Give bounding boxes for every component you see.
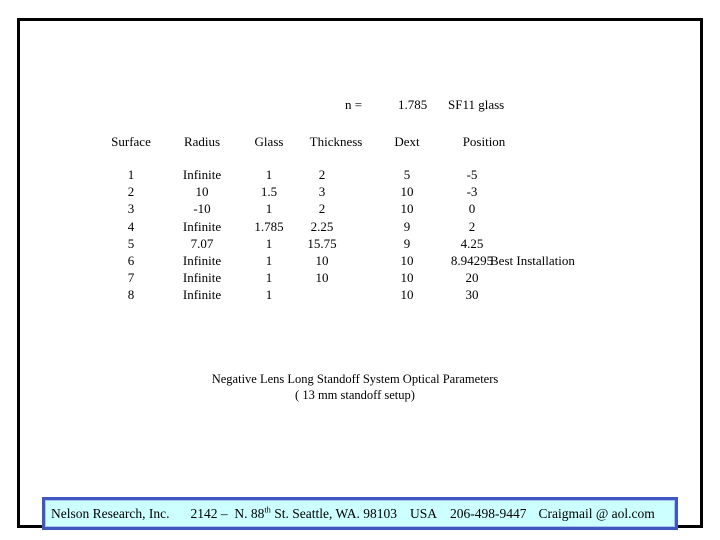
table-row: 2 10 1.5 3 10 -3	[95, 183, 525, 200]
cell-radius: 7.07	[190, 235, 214, 251]
cell-surface: 8	[127, 287, 135, 303]
caption-line2: ( 13 mm standoff setup)	[295, 388, 415, 402]
cell-dext: 5	[403, 167, 411, 182]
cell-glass: 1	[265, 235, 273, 251]
best-installation-note: Best Installation	[490, 253, 575, 268]
col-header-surface: Surface	[111, 134, 151, 149]
cell-thickness: 2	[318, 167, 326, 182]
cell-glass: 1	[265, 252, 273, 268]
company-name: Nelson Research, Inc.	[51, 505, 170, 521]
cell-radius: Infinite	[182, 252, 222, 268]
country-label: USA	[409, 505, 437, 521]
cell-dext: 10	[400, 287, 414, 303]
cell-radius: Infinite	[182, 218, 222, 234]
table-body: 1 Infinite 1 2 5 -5 2 10 1.5 3 10 -3 3 -…	[95, 166, 575, 304]
col-header-thickness: Thickness	[309, 134, 363, 149]
cell-position: -3	[466, 184, 478, 200]
cell-glass: 1	[265, 201, 273, 217]
n-value: 1.785	[398, 97, 428, 112]
email-address: Craigmail @ aol.com	[538, 505, 655, 521]
table-row: 5 7.07 1 15.75 9 4.25	[95, 235, 525, 252]
col-header-position: Position	[462, 134, 506, 149]
cell-surface: 6	[127, 252, 135, 268]
cell-radius: Infinite	[182, 287, 222, 303]
cell-surface: 3	[127, 201, 135, 217]
table-row: 7 Infinite 1 10 10 20	[95, 269, 525, 286]
optical-parameters-table: Surface Radius Glass Thickness Dext Posi…	[95, 133, 575, 304]
cell-position: 20	[465, 270, 479, 286]
cell-thickness: 10	[315, 252, 329, 268]
cell-glass: 1	[265, 270, 273, 286]
table-row: 1 Infinite 1 2 5 -5	[95, 166, 525, 183]
cell-dext: 10	[400, 252, 414, 268]
cell-position: 30	[465, 287, 479, 303]
cell-surface: 7	[127, 270, 135, 286]
address-city: St. Seattle, WA. 98103	[270, 505, 397, 521]
table-header-row: Surface Radius Glass Thickness Dext Posi…	[95, 133, 525, 150]
col-header-dext: Dext	[394, 134, 420, 149]
footer-bar: Nelson Research, Inc. 2142 – N. 88th St.…	[42, 497, 678, 530]
cell-thickness: 15.75	[307, 235, 337, 251]
glass-type-label: SF11 glass	[448, 97, 505, 112]
col-header-radius: Radius	[183, 134, 221, 149]
cell-position: 8.94295	[450, 252, 494, 268]
cell-surface: 5	[127, 235, 135, 251]
cell-glass: 1.5	[260, 184, 278, 200]
cell-dext: 9	[403, 235, 411, 251]
cell-thickness	[301, 286, 371, 303]
cell-dext: 10	[400, 201, 414, 217]
table-row: 6 Infinite 1 10 10 8.94295	[95, 252, 525, 269]
cell-radius: Infinite	[182, 270, 222, 286]
cell-glass: 1.785	[254, 218, 284, 234]
cell-surface: 1	[127, 167, 135, 182]
company-address: 2142 – N. 88th St. Seattle, WA. 98103	[190, 505, 397, 522]
cell-position: -5	[466, 167, 478, 182]
cell-radius: Infinite	[182, 167, 222, 182]
cell-position: 4.25	[460, 235, 484, 251]
caption-line1: Negative Lens Long Standoff System Optic…	[211, 372, 499, 386]
cell-thickness: 10	[315, 270, 329, 286]
cell-dext: 10	[400, 184, 414, 200]
cell-thickness: 2	[318, 201, 326, 217]
refractive-index-line: n = 1.785 SF11 glass	[0, 97, 720, 113]
phone-number: 206-498-9447	[450, 505, 527, 521]
address-street: 2142 – N. 88	[190, 505, 265, 521]
slide-border	[17, 18, 703, 528]
cell-dext: 10	[400, 270, 414, 286]
n-label: n =	[345, 97, 363, 112]
col-header-glass: Glass	[254, 134, 284, 149]
cell-thickness: 3	[318, 184, 326, 200]
table-row: 3 -10 1 2 10 0	[95, 200, 525, 217]
cell-thickness: 2.25	[310, 218, 334, 234]
cell-position: 0	[468, 201, 476, 217]
cell-surface: 4	[127, 218, 135, 234]
cell-dext: 9	[403, 218, 411, 234]
cell-radius: -10	[193, 201, 211, 217]
address-ordinal-sup: th	[264, 505, 271, 514]
cell-glass: 1	[265, 167, 273, 182]
cell-surface: 2	[127, 184, 135, 200]
slide-caption: Negative Lens Long Standoff System Optic…	[100, 371, 610, 403]
cell-radius: 10	[195, 184, 209, 200]
cell-position: 2	[468, 218, 476, 234]
table-row: 8 Infinite 1 10 30	[95, 286, 525, 303]
cell-glass: 1	[265, 287, 273, 303]
table-row: 4 Infinite 1.785 2.25 9 2	[95, 218, 525, 235]
